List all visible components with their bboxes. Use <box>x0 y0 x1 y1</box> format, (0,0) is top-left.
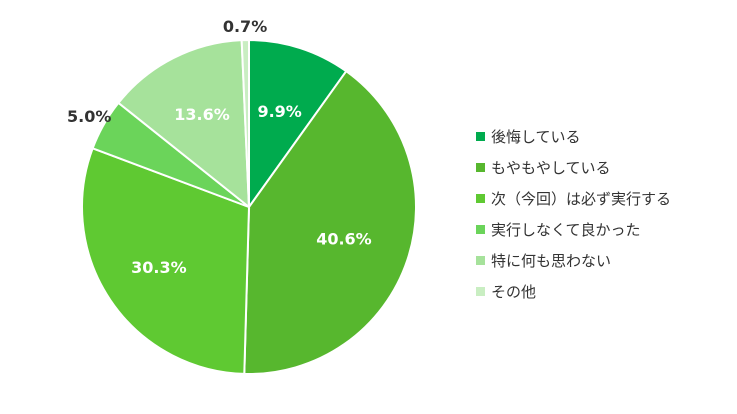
legend-item: 次（今回）は必ず実行する <box>476 183 671 214</box>
data-label: 0.7% <box>223 17 267 36</box>
legend-label: 後悔している <box>491 128 581 146</box>
data-label: 13.6% <box>174 105 230 124</box>
legend-swatch <box>476 194 485 203</box>
data-label: 40.6% <box>316 229 372 248</box>
data-label: 5.0% <box>67 107 111 126</box>
legend-swatch <box>476 256 485 265</box>
pie-slice <box>248 38 348 211</box>
legend-label: 次（今回）は必ず実行する <box>491 190 672 208</box>
legend-swatch <box>476 163 485 172</box>
legend-swatch <box>476 225 485 234</box>
data-label: 9.9% <box>257 102 301 121</box>
pie-slice <box>81 146 251 375</box>
legend-label: 特に何も思わない <box>491 252 612 270</box>
legend-label: もやもやしている <box>491 159 611 177</box>
chart-legend: 後悔しているもやもやしている次（今回）は必ず実行する 実行しなくて良かった 特に何も… <box>476 121 671 307</box>
legend-swatch <box>476 132 485 141</box>
legend-item: 後悔している <box>476 121 671 152</box>
legend-swatch <box>476 287 485 296</box>
legend-item: その他 <box>476 276 671 307</box>
pie-slice <box>240 38 250 208</box>
legend-label: 実行しなくて良かった <box>491 221 641 239</box>
legend-item: 実行しなくて良かった <box>476 214 671 245</box>
data-label: 30.3% <box>131 258 187 277</box>
pie-slice <box>117 39 251 210</box>
pie-slice <box>243 69 417 375</box>
legend-item: もやもやしている <box>476 152 671 183</box>
legend-label: その他 <box>491 283 537 301</box>
legend-item: 特に何も思わない <box>476 245 671 276</box>
